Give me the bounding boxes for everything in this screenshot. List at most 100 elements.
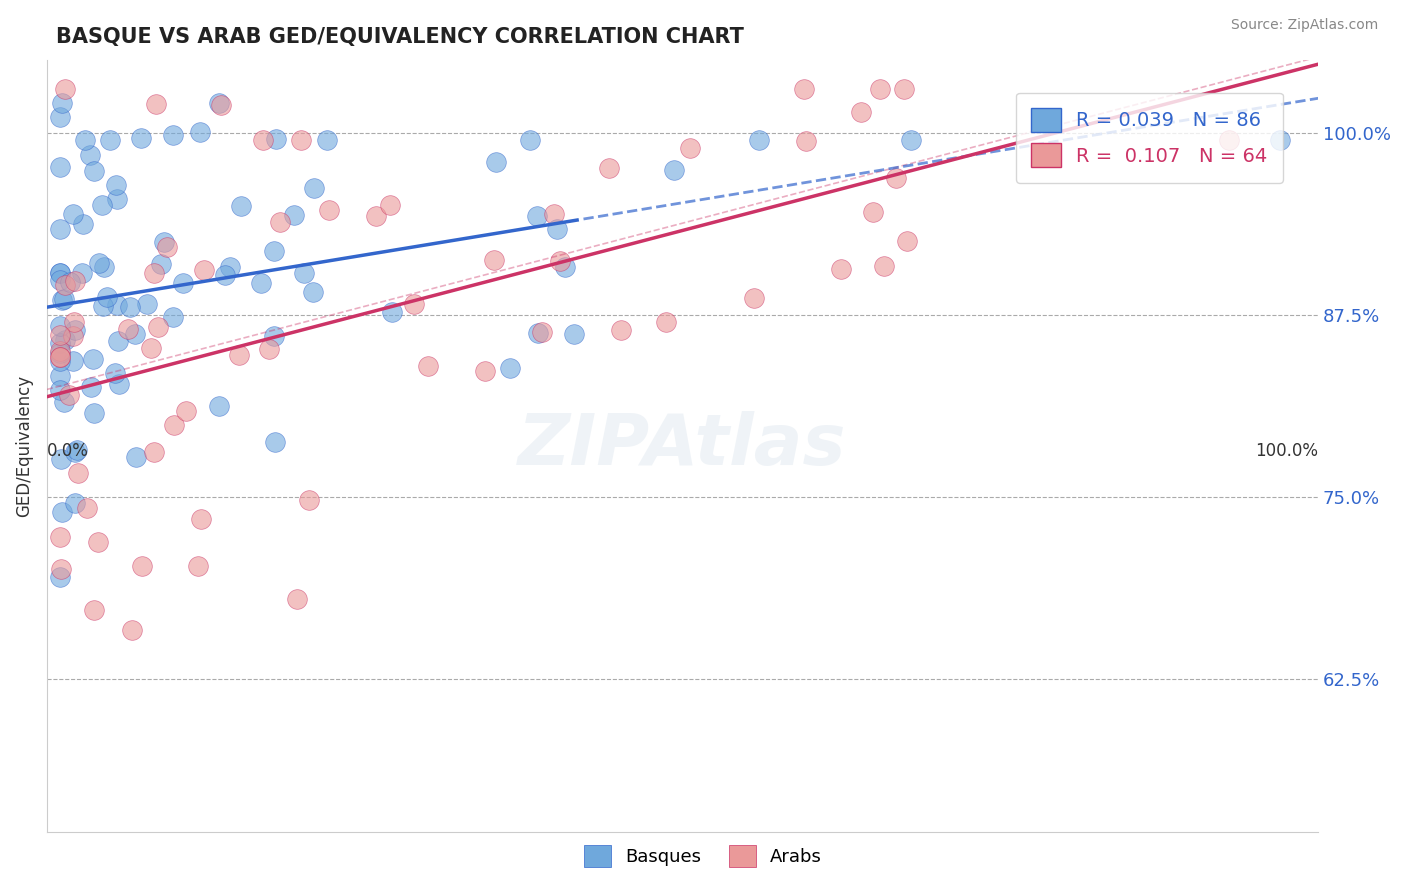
Point [124, 326, 146, 341]
Point [63, 323, 86, 337]
Point [48, 319, 70, 334]
Point [48, 383, 70, 397]
Point [48, 160, 70, 174]
Point [315, 133, 337, 147]
Point [48, 350, 70, 364]
Point [49, 562, 72, 576]
Point [554, 260, 576, 275]
Point [610, 323, 633, 337]
Point [188, 125, 211, 139]
Point [53, 333, 76, 347]
Point [474, 363, 496, 377]
Point [53, 277, 76, 292]
Point [107, 334, 129, 349]
Point [153, 235, 176, 249]
Point [679, 141, 702, 155]
Point [208, 96, 231, 111]
Point [83, 406, 105, 420]
Legend: Basques, Arabs: Basques, Arabs [576, 838, 830, 874]
Point [79, 147, 101, 161]
Point [190, 512, 212, 526]
Point [82, 351, 104, 366]
Point [48, 346, 70, 360]
Point [117, 322, 139, 336]
Point [59, 275, 82, 289]
Point [416, 359, 439, 374]
Point [404, 296, 426, 310]
Point [49, 368, 72, 383]
Point [318, 202, 340, 217]
Point [65, 496, 87, 510]
Point [526, 326, 548, 340]
Point [70, 266, 93, 280]
Point [104, 367, 127, 381]
Point [252, 133, 274, 147]
Text: Source: ZipAtlas.com: Source: ZipAtlas.com [1230, 18, 1378, 32]
Point [142, 444, 165, 458]
Text: 0.0%: 0.0% [46, 442, 89, 460]
Point [62, 207, 84, 221]
Point [187, 559, 209, 574]
Point [49, 266, 72, 280]
Point [53, 82, 76, 96]
Point [52, 293, 75, 307]
Point [193, 263, 215, 277]
Point [136, 297, 159, 311]
Point [884, 171, 907, 186]
Point [48, 530, 70, 544]
Point [231, 199, 253, 213]
Point [63, 315, 86, 329]
Point [257, 342, 280, 356]
Point [48, 354, 70, 368]
Point [121, 623, 143, 637]
Point [63, 445, 86, 459]
Point [125, 450, 148, 464]
Point [105, 178, 128, 192]
Point [250, 277, 273, 291]
Point [118, 300, 141, 314]
Point [381, 305, 404, 319]
Point [162, 417, 184, 432]
Point [49, 452, 72, 467]
Point [93, 260, 115, 274]
Point [378, 198, 401, 212]
Point [664, 163, 686, 178]
Point [219, 260, 242, 274]
Point [51, 293, 73, 308]
Point [48, 266, 70, 280]
Point [292, 266, 315, 280]
Point [145, 97, 167, 112]
Point [499, 361, 522, 376]
Point [51, 96, 73, 111]
Point [742, 291, 765, 305]
Point [129, 131, 152, 145]
Point [146, 319, 169, 334]
Point [546, 222, 568, 236]
Point [48, 570, 70, 584]
Point [100, 133, 122, 147]
Point [869, 82, 891, 96]
Point [285, 591, 308, 606]
Point [172, 276, 194, 290]
Point [62, 328, 84, 343]
Point [302, 285, 325, 299]
Point [209, 98, 232, 112]
Point [519, 133, 541, 147]
Point [105, 192, 128, 206]
Point [228, 348, 250, 362]
Point [873, 259, 896, 273]
Point [531, 326, 554, 340]
Point [208, 399, 231, 413]
Point [76, 500, 98, 515]
Y-axis label: GED/Equivalency: GED/Equivalency [15, 375, 32, 517]
Point [214, 268, 236, 282]
Point [62, 354, 84, 368]
Point [48, 343, 70, 358]
Point [655, 315, 678, 329]
Text: ZIPAtlas: ZIPAtlas [519, 411, 846, 481]
Point [283, 208, 305, 222]
Point [48, 336, 70, 351]
Point [1268, 133, 1291, 147]
Text: BASQUE VS ARAB GED/EQUIVALENCY CORRELATION CHART: BASQUE VS ARAB GED/EQUIVALENCY CORRELATI… [56, 27, 744, 46]
Point [48, 111, 70, 125]
